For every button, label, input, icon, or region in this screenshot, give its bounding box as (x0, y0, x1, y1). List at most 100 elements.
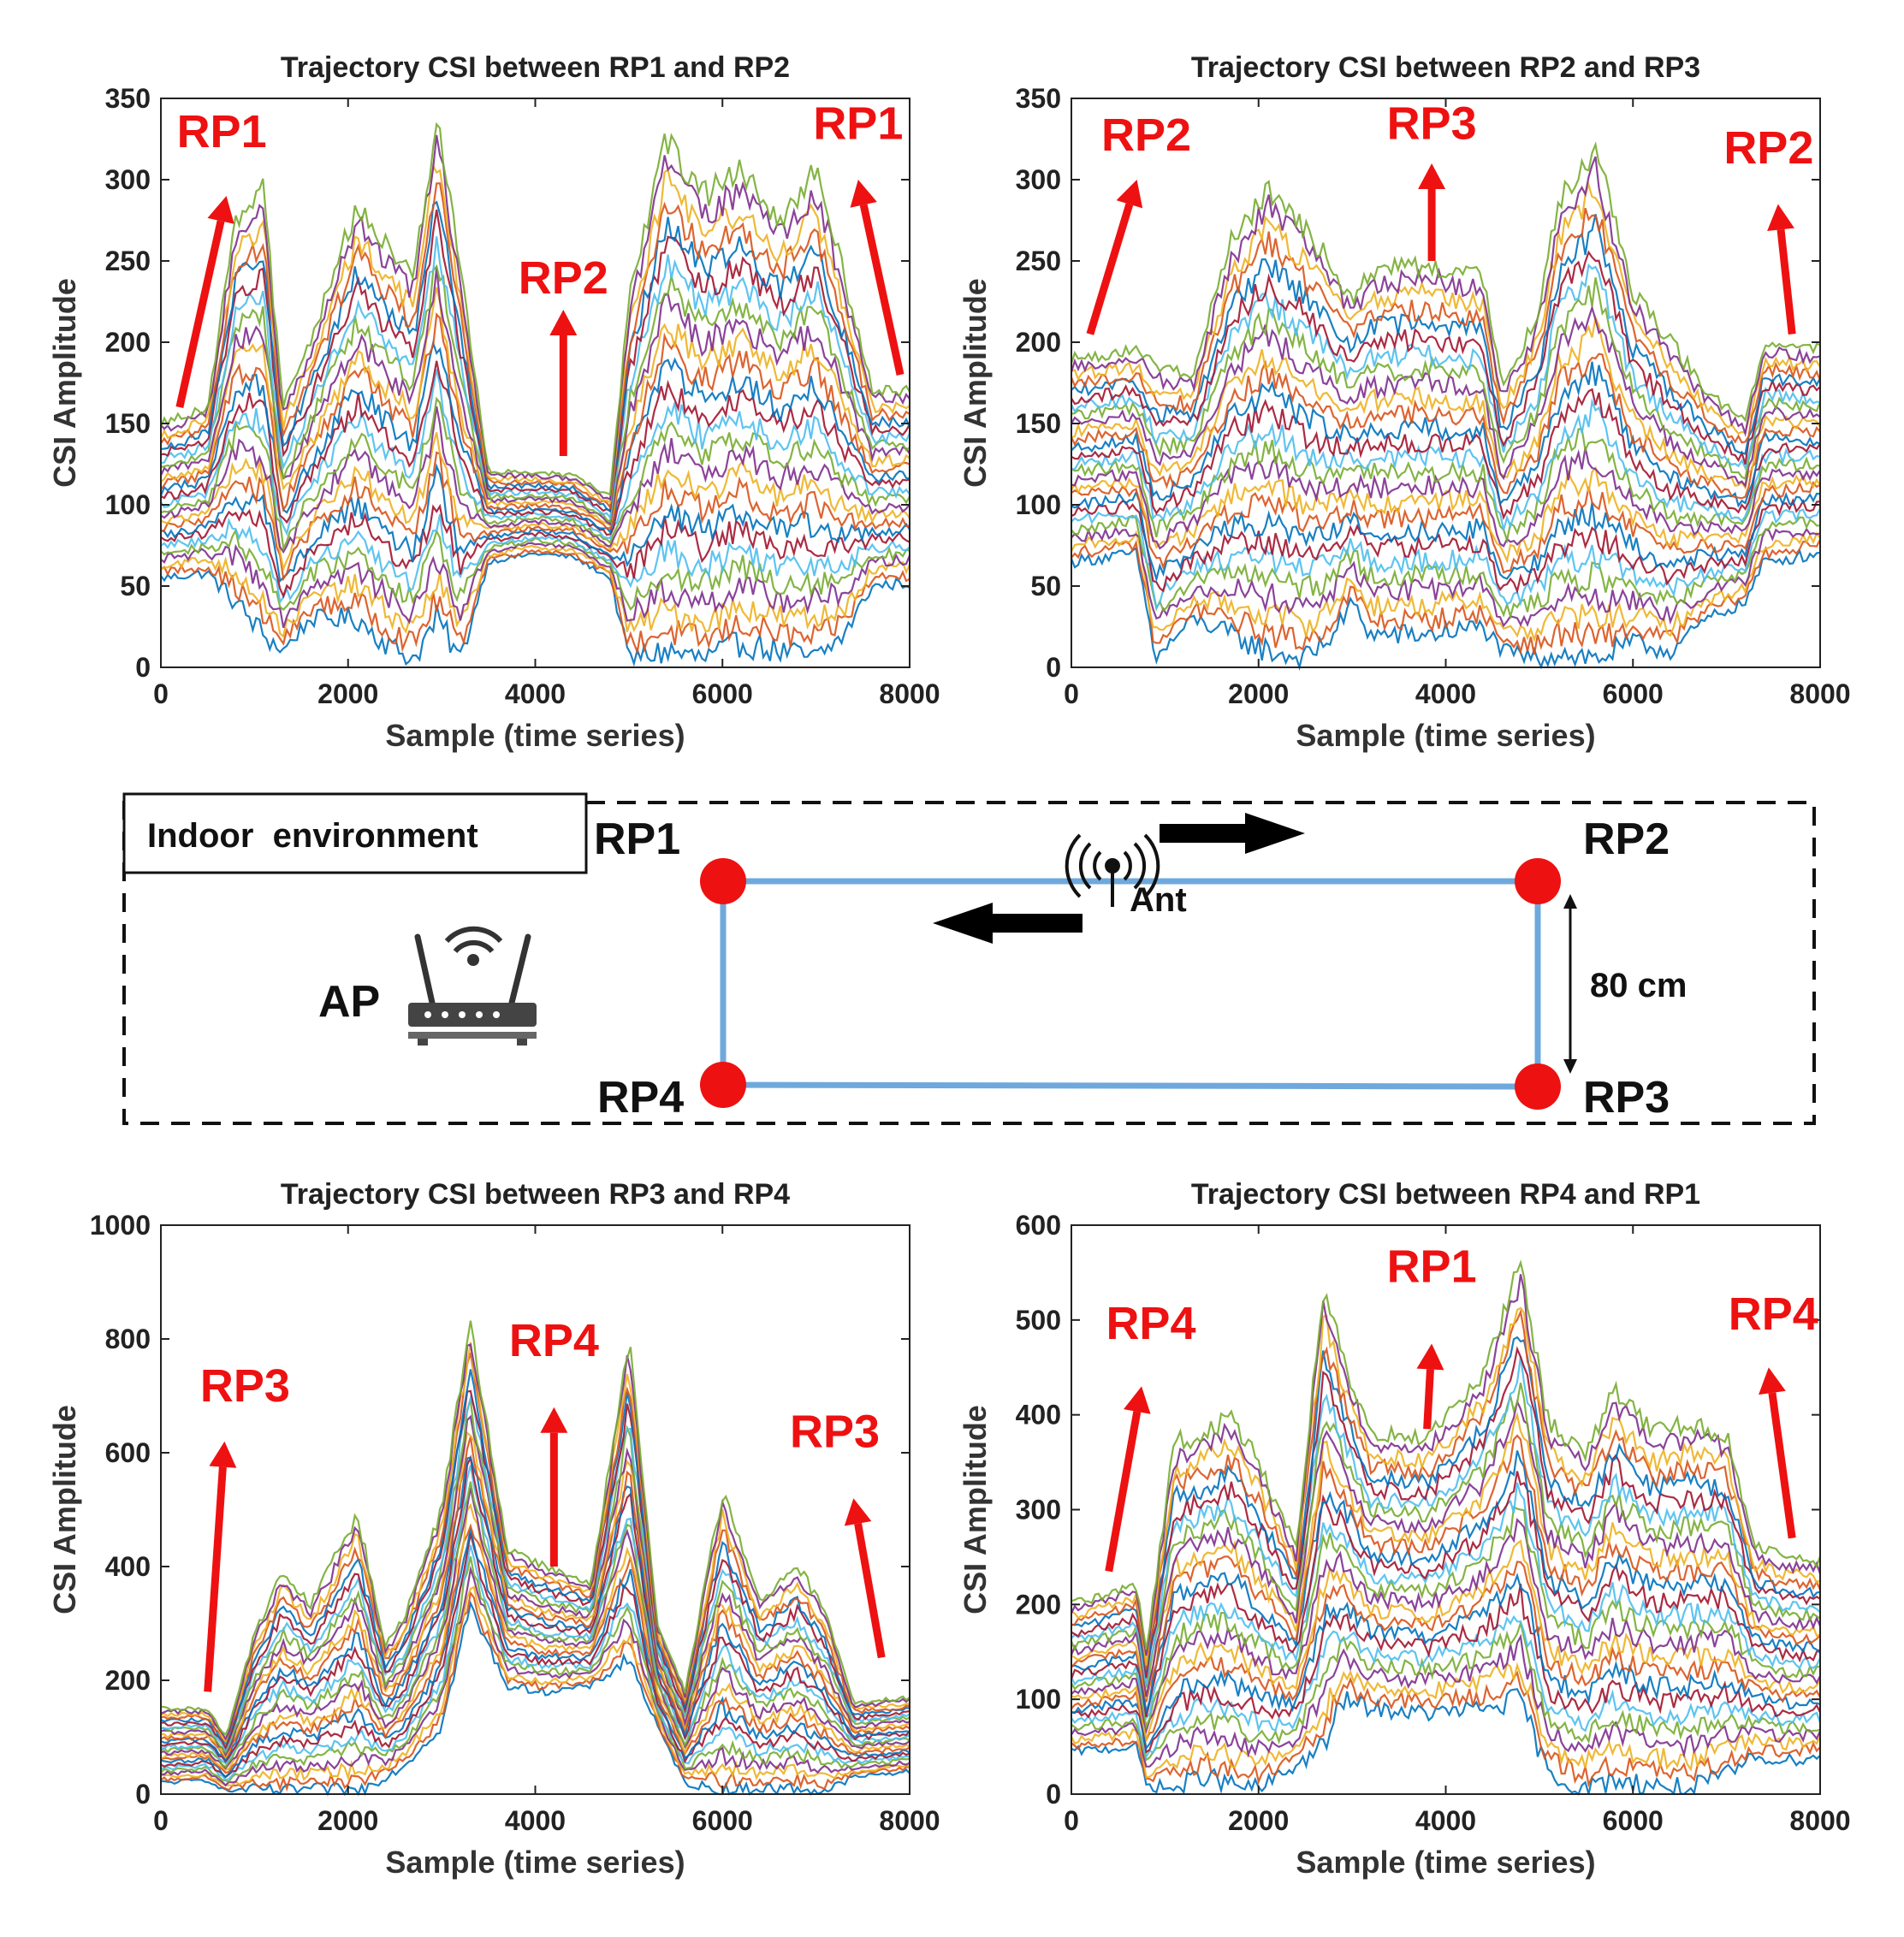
y-axis-label: CSI Amplitude (47, 278, 82, 488)
annotation-label: RP2 (519, 252, 608, 304)
chart-rp2-rp3: 0 2000 4000 6000 8000 0 50 100 150 200 250 300 350 Tr… (958, 51, 1851, 753)
x-axis-label: Sample (time series) (1296, 718, 1595, 753)
y-tick-label: 100 (1016, 489, 1061, 520)
series-line (160, 200, 911, 512)
label-rp2: RP2 (1583, 814, 1670, 864)
series-lines (159, 121, 911, 667)
series-line (160, 406, 910, 554)
annotation-arrowhead (549, 310, 578, 335)
series-line (160, 1436, 910, 1760)
annotation-label: RP3 (790, 1406, 880, 1457)
series-line (160, 369, 910, 540)
annotation-arrowhead (1416, 1343, 1444, 1371)
y-tick-label: 200 (1016, 327, 1061, 358)
series-line (160, 552, 910, 667)
annotation-arrow (204, 1466, 227, 1692)
series-lines (1070, 141, 1822, 672)
series-line (1071, 498, 1821, 595)
y-tick-label: 50 (1030, 571, 1061, 601)
series-line (1071, 1584, 1821, 1754)
annotation-label: RP1 (813, 98, 903, 150)
annotation-label: RP3 (200, 1360, 290, 1412)
series-line (1071, 1506, 1821, 1731)
annotation-rp4: RP4 (1105, 1298, 1195, 1573)
annotation-arrowhead (850, 180, 877, 208)
series-line (1071, 250, 1821, 465)
indoor-environment-diagram: Indoor environment RP1 RP2 RP3 RP4 (122, 792, 1816, 1125)
series-line (160, 264, 910, 524)
annotation-arrowhead (1124, 1386, 1151, 1414)
series-line (1071, 1259, 1822, 1650)
annotation-label: RP1 (177, 106, 267, 157)
annotation-arrow (175, 220, 225, 408)
series-line (160, 1502, 910, 1771)
series-lines (160, 1320, 910, 1797)
series-line (1070, 1398, 1822, 1697)
series-line (1071, 1411, 1821, 1699)
node-rp1 (700, 858, 746, 904)
x-tick-label: 6000 (692, 1805, 753, 1836)
annotation-rp4: RP4 (509, 1315, 599, 1567)
y-tick-label: 150 (105, 408, 151, 439)
chart-rp3-rp4: 0 2000 4000 6000 8000 0 200 400 600 800 1000 Trajec… (47, 1178, 940, 1880)
y-tick-label: 0 (1046, 1779, 1061, 1810)
x-tick-label: 0 (153, 1805, 169, 1836)
series-line (1070, 207, 1822, 444)
series-line (1071, 1274, 1822, 1656)
series-line (1071, 1336, 1821, 1671)
series-line (159, 121, 910, 496)
y-tick-label: 0 (135, 652, 151, 683)
series-line (1071, 428, 1820, 544)
annotation-rp4: RP4 (1729, 1288, 1818, 1539)
y-tick-label: 300 (1016, 1495, 1061, 1525)
chart-title: Trajectory CSI between RP2 and RP3 (1191, 51, 1700, 84)
series-line (1071, 1619, 1821, 1762)
series-line (160, 360, 910, 536)
series-line (160, 1544, 910, 1781)
annotation-label: RP1 (1387, 1241, 1477, 1293)
y-tick-label: 600 (105, 1437, 151, 1468)
y-tick-label: 250 (1016, 246, 1061, 276)
y-tick-label: 350 (105, 83, 151, 114)
y-tick-label: 200 (1016, 1589, 1061, 1620)
series-line (160, 1352, 910, 1744)
x-tick-label: 2000 (317, 678, 378, 709)
series-line (160, 210, 910, 513)
y-tick-label: 350 (1016, 83, 1061, 114)
node-rp2 (1515, 858, 1561, 904)
series-line (1071, 388, 1821, 520)
y-tick-label: 0 (135, 1779, 151, 1810)
annotation-rp2: RP2 (519, 252, 608, 456)
y-axis-label: CSI Amplitude (958, 1405, 993, 1614)
chart-rp1-rp2: 0 2000 4000 6000 8000 0 50 100 150 200 250 300 350 Tr… (47, 51, 940, 753)
series-line (1071, 481, 1821, 574)
series-line (160, 432, 910, 573)
y-tick-label: 200 (105, 1665, 151, 1696)
annotation-arrow (1105, 1411, 1142, 1573)
y-tick-label: 400 (105, 1551, 151, 1582)
series-line (160, 1343, 910, 1741)
series-line (160, 544, 910, 639)
series-line (1071, 525, 1821, 628)
annotation-arrowhead (844, 1498, 872, 1526)
series-line (160, 1342, 910, 1744)
series-line (160, 1528, 910, 1779)
series-line (1071, 214, 1821, 456)
series-line (1071, 398, 1821, 530)
y-tick-label: 300 (105, 164, 151, 195)
series-line (1071, 1346, 1821, 1679)
series-line (160, 396, 910, 552)
series-line (160, 1590, 910, 1792)
distance-arrow-icon (1563, 894, 1577, 1074)
x-tick-label: 4000 (505, 678, 566, 709)
x-tick-label: 4000 (1415, 1805, 1476, 1836)
series-line (1070, 141, 1821, 423)
x-tick-label: 2000 (317, 1805, 378, 1836)
series-line (1071, 314, 1821, 490)
annotation-arrow (1776, 228, 1796, 335)
arrow-left-icon (933, 903, 1082, 944)
series-lines (1070, 1259, 1822, 1796)
annotation-label: RP4 (1106, 1298, 1195, 1349)
label-rp3: RP3 (1583, 1073, 1670, 1123)
